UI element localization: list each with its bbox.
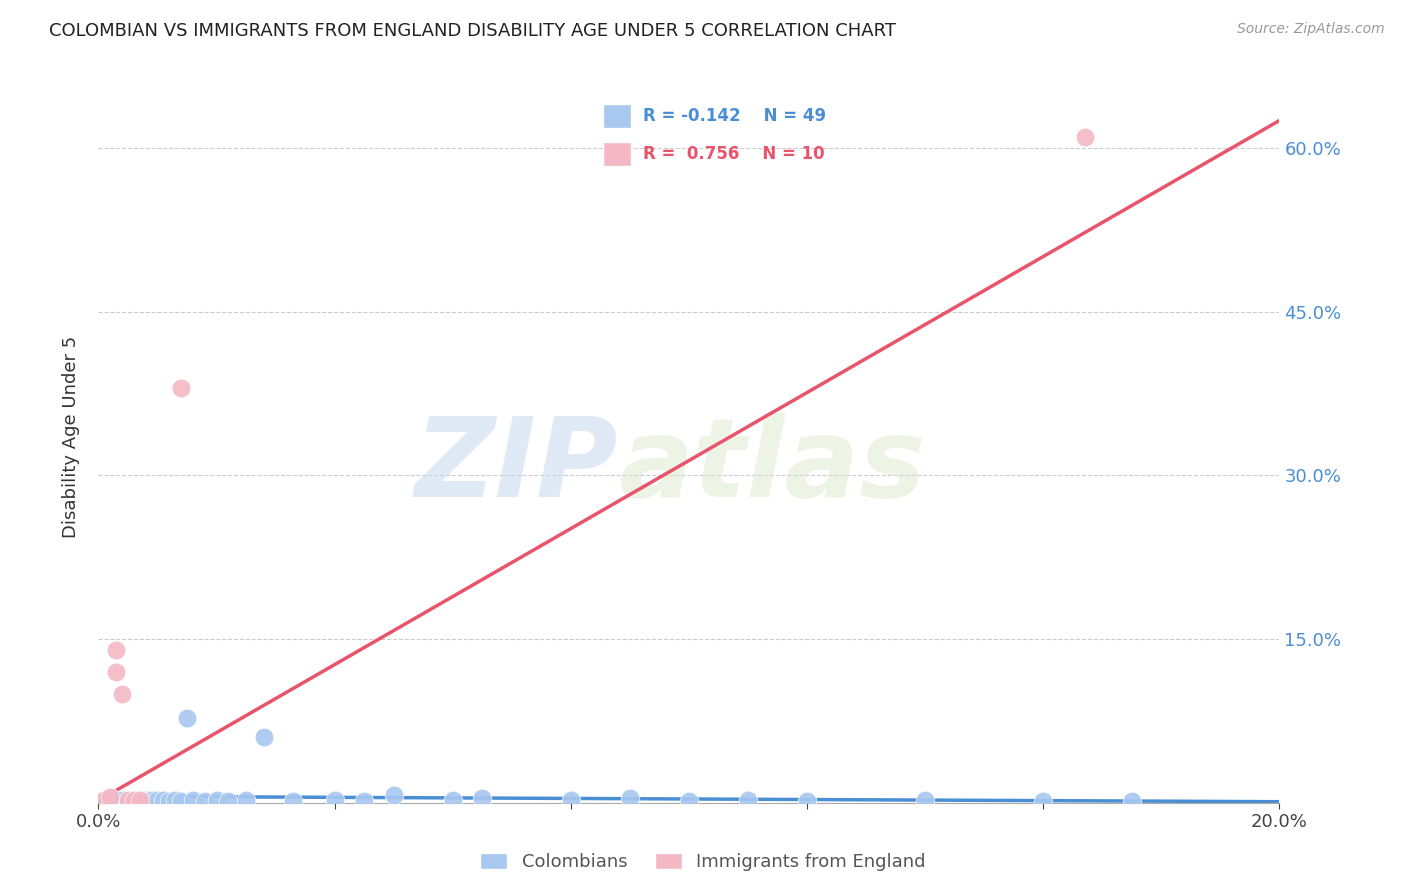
Text: R =  0.756    N = 10: R = 0.756 N = 10 (643, 145, 824, 162)
Point (157, 794, 180, 808)
Point (141, 795, 163, 809)
Point (146, 792, 169, 806)
Point (128, 792, 150, 806)
Point (253, 731, 276, 745)
Text: atlas: atlas (619, 413, 925, 520)
Point (141, 792, 163, 806)
Point (135, 794, 157, 808)
Point (98, 794, 121, 808)
Point (619, 791, 641, 805)
Point (117, 792, 139, 806)
Point (122, 794, 145, 808)
Point (382, 788, 405, 802)
Point (93, 792, 115, 806)
Point (1032, 794, 1054, 808)
Text: ZIP: ZIP (415, 413, 619, 520)
Point (105, 792, 128, 806)
Point (105, 643, 128, 657)
Point (128, 792, 150, 806)
Point (117, 794, 139, 808)
Point (176, 711, 198, 725)
Text: Source: ZipAtlas.com: Source: ZipAtlas.com (1237, 22, 1385, 37)
Point (471, 791, 494, 805)
Point (117, 795, 139, 809)
Text: R = -0.142    N = 49: R = -0.142 N = 49 (643, 107, 825, 125)
Point (205, 792, 228, 806)
Point (117, 792, 139, 806)
Point (146, 794, 169, 808)
Point (441, 792, 464, 806)
Legend: Colombians, Immigrants from England: Colombians, Immigrants from England (474, 846, 932, 879)
Point (914, 792, 936, 806)
Point (105, 795, 128, 809)
Point (122, 792, 145, 806)
Point (105, 794, 128, 808)
Text: COLOMBIAN VS IMMIGRANTS FROM ENGLAND DISABILITY AGE UNDER 5 CORRELATION CHART: COLOMBIAN VS IMMIGRANTS FROM ENGLAND DIS… (49, 22, 896, 40)
Point (170, 794, 193, 808)
Point (1121, 794, 1143, 808)
Point (283, 794, 305, 808)
Point (194, 794, 217, 808)
Point (796, 794, 818, 808)
Point (98, 790, 121, 805)
Point (170, 381, 193, 395)
Point (353, 794, 375, 808)
Point (323, 792, 346, 806)
Point (93, 794, 115, 808)
Y-axis label: Disability Age Under 5: Disability Age Under 5 (62, 336, 80, 538)
FancyBboxPatch shape (603, 103, 631, 128)
Point (181, 792, 204, 806)
Point (135, 792, 157, 806)
Point (152, 794, 174, 808)
Point (737, 792, 759, 806)
Point (135, 794, 157, 808)
Point (217, 794, 239, 808)
Point (111, 792, 134, 806)
Point (128, 794, 150, 808)
Point (122, 792, 145, 806)
Point (128, 795, 150, 809)
Point (111, 794, 134, 808)
Point (111, 687, 134, 701)
FancyBboxPatch shape (603, 142, 631, 166)
Point (235, 792, 257, 806)
Point (1073, 129, 1095, 144)
Point (165, 792, 187, 806)
Point (678, 794, 700, 808)
Point (98, 792, 121, 806)
Point (105, 665, 128, 679)
Point (560, 792, 582, 806)
Point (152, 792, 174, 806)
